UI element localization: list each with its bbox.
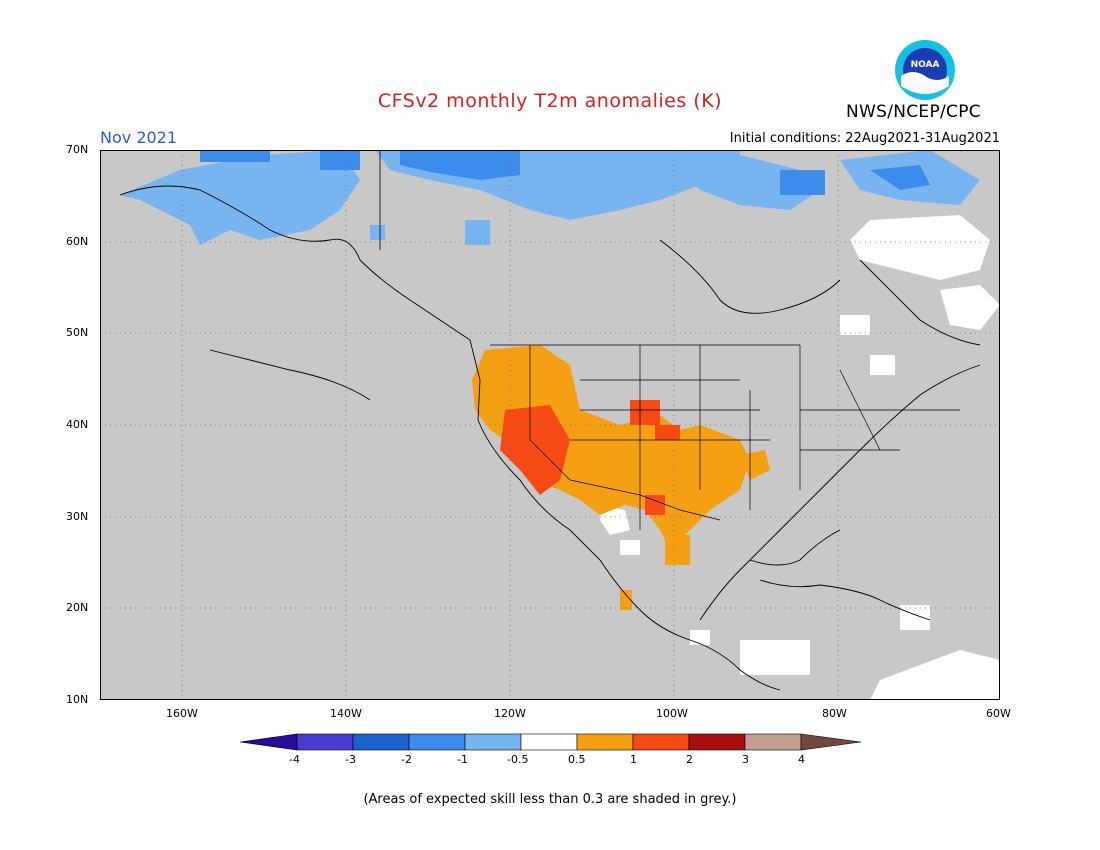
colorbar-arrow-low: [240, 733, 298, 751]
colorbar-arrow-high: [800, 733, 862, 751]
noaa-logo: NOAA: [895, 40, 955, 100]
colorbar-label: -1: [457, 753, 468, 766]
colorbar-bin: [464, 733, 522, 751]
colorbar-label: 3: [742, 753, 749, 766]
forecast-month: Nov 2021: [100, 128, 178, 147]
lat-label: 10N: [66, 693, 89, 706]
graticule: [100, 150, 1000, 700]
near-normal-region: [600, 215, 1000, 700]
lat-label: 40N: [66, 418, 89, 431]
colorbar-label: 2: [686, 753, 693, 766]
colorbar-bin: [632, 733, 690, 751]
colorbar-label: 4: [798, 753, 805, 766]
cool-anomaly-region: [120, 150, 980, 245]
initial-conditions: Initial conditions: 22Aug2021-31Aug2021: [729, 131, 1000, 146]
warm-anomaly-region: [472, 345, 770, 610]
lat-label: 20N: [66, 601, 89, 614]
colorbar-label: 0.5: [568, 753, 586, 766]
lon-label: 60W: [986, 707, 1011, 720]
map-frame: [100, 150, 1000, 700]
lat-label: 60N: [66, 235, 89, 248]
lon-label: 140W: [330, 707, 362, 720]
colorbar-label: -4: [289, 753, 300, 766]
colorbar-bin: [744, 733, 802, 751]
colorbar-bin: [296, 733, 354, 751]
lat-label: 70N: [66, 143, 89, 156]
lat-label: 50N: [66, 326, 89, 339]
colorbar-label: 1: [630, 753, 637, 766]
colorbar-bin: [352, 733, 410, 751]
chart-title: CFSv2 monthly T2m anomalies (K): [377, 90, 723, 112]
lon-label: 160W: [166, 707, 198, 720]
lon-label: 80W: [822, 707, 847, 720]
skill-footnote: (Areas of expected skill less than 0.3 a…: [363, 792, 737, 807]
colorbar-bin: [520, 733, 578, 751]
colorbar-label: -0.5: [507, 753, 529, 766]
colorbar-label: -2: [401, 753, 412, 766]
political-boundaries: [490, 344, 960, 530]
lon-label: 120W: [494, 707, 526, 720]
colorbar-bin: [576, 733, 634, 751]
coastlines: [119, 150, 981, 691]
noaa-logo-text: NOAA: [911, 60, 940, 70]
colorbar: [240, 733, 862, 751]
colorbar-bin: [408, 733, 466, 751]
anomaly-map: [100, 150, 1000, 700]
colorbar-bin: [688, 733, 746, 751]
agency-label: NWS/NCEP/CPC: [846, 102, 981, 122]
colorbar-label: -3: [345, 753, 356, 766]
lon-label: 100W: [656, 707, 688, 720]
lat-label: 30N: [66, 510, 89, 523]
